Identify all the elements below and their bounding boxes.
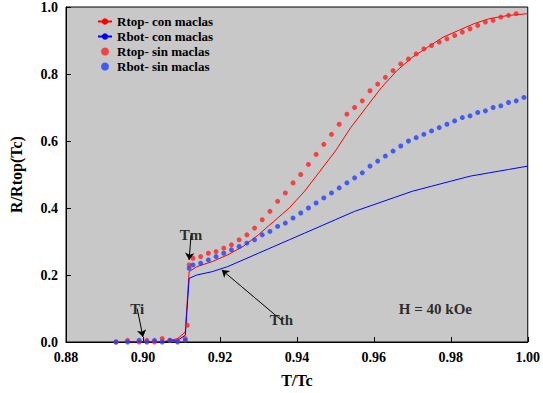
svg-text:Tm: Tm [180, 227, 203, 243]
svg-text:1.0: 1.0 [41, 0, 59, 15]
svg-text:0.0: 0.0 [41, 335, 59, 350]
svg-text:0.8: 0.8 [41, 67, 59, 82]
svg-text:Tth: Tth [270, 312, 294, 328]
svg-text:0.92: 0.92 [208, 350, 233, 365]
svg-text:0.88: 0.88 [54, 350, 79, 365]
svg-text:0.2: 0.2 [41, 268, 59, 283]
svg-text:Rtop- sin maclas: Rtop- sin maclas [117, 44, 209, 59]
svg-text:R/Rtop(Tc): R/Rtop(Tc) [8, 136, 26, 213]
svg-text:0.98: 0.98 [439, 350, 464, 365]
svg-text:0.6: 0.6 [41, 134, 59, 149]
svg-text:0.94: 0.94 [285, 350, 310, 365]
svg-text:T/Tc: T/Tc [281, 372, 312, 389]
svg-text:0.96: 0.96 [362, 350, 387, 365]
svg-text:H = 40 kOe: H = 40 kOe [399, 301, 472, 317]
svg-text:0.90: 0.90 [131, 350, 156, 365]
svg-text:Rtop- con maclas: Rtop- con maclas [117, 14, 213, 29]
svg-text:0.4: 0.4 [41, 201, 59, 216]
svg-text:Ti: Ti [130, 301, 144, 317]
svg-text:Rbot- con maclas: Rbot- con maclas [117, 29, 213, 44]
svg-text:Rbot- sin maclas: Rbot- sin maclas [117, 59, 209, 74]
svg-text:1.00: 1.00 [516, 350, 541, 365]
